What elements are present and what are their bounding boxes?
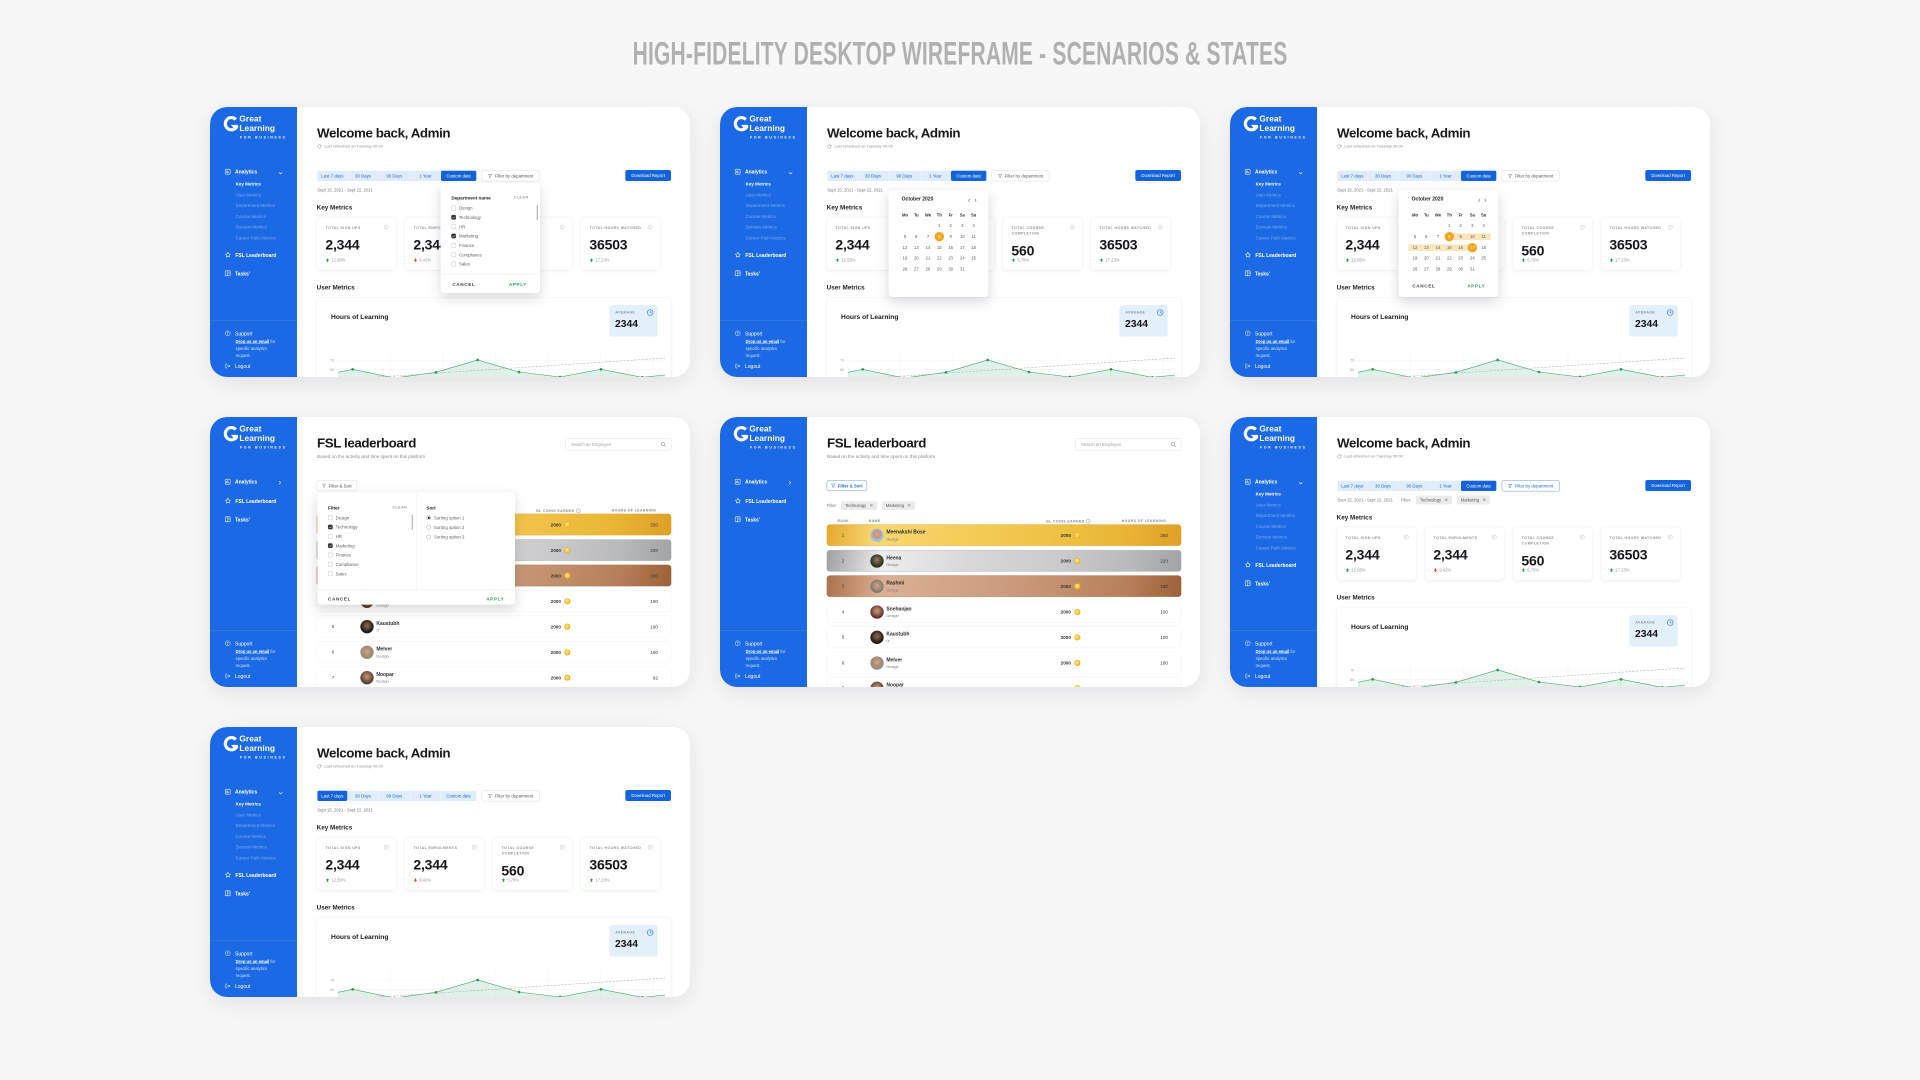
svg-text:60: 60: [840, 368, 844, 372]
svg-text:?: ?: [1247, 641, 1249, 645]
svg-text:70: 70: [330, 359, 334, 363]
svg-text:70: 70: [1350, 359, 1354, 363]
svg-text:60: 60: [330, 988, 334, 992]
svg-text:?: ?: [1247, 331, 1249, 335]
svg-text:60: 60: [1350, 368, 1354, 372]
svg-text:60: 60: [1350, 678, 1354, 682]
svg-text:70: 70: [1350, 669, 1354, 673]
svg-text:70: 70: [840, 359, 844, 363]
svg-text:?: ?: [227, 331, 229, 335]
svg-text:?: ?: [227, 641, 229, 645]
svg-text:?: ?: [227, 951, 229, 955]
svg-text:?: ?: [737, 331, 739, 335]
svg-text:70: 70: [330, 979, 334, 983]
svg-text:60: 60: [330, 368, 334, 372]
svg-text:?: ?: [737, 641, 739, 645]
